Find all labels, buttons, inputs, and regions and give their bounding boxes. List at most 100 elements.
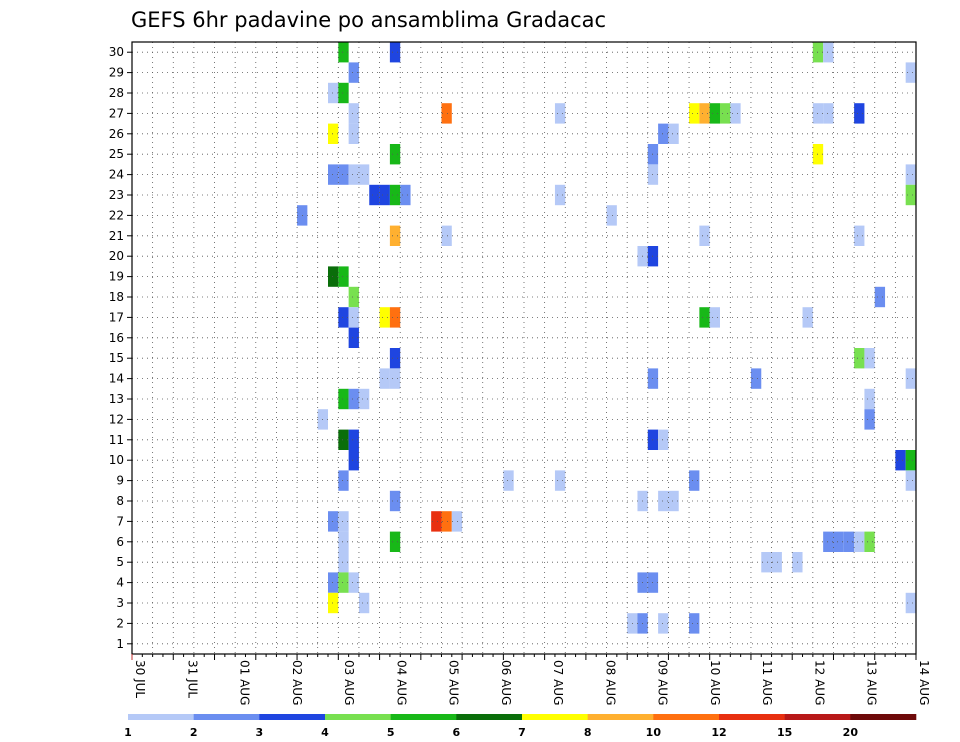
heatmap-cell [389, 307, 401, 328]
heatmap-cell [689, 103, 700, 124]
heatmap-cell [874, 286, 886, 308]
colorbar-segment [390, 714, 457, 720]
x-tick-label: 08 AUG [603, 660, 617, 705]
x-tick-label: 07 AUG [551, 660, 565, 705]
y-tick-label: 22 [109, 208, 124, 222]
colorbar-segment [456, 714, 523, 720]
heatmap-cell [431, 511, 442, 532]
x-axis: 30 JUL 31 JUL 01 AUG 02 AUG 03 AUG 04 AUG 05 A… [131, 654, 931, 705]
heatmap-cell [658, 490, 669, 512]
heatmap-cell [606, 205, 617, 226]
heatmap-cell [658, 429, 669, 450]
x-tick-label: 11 AUG [760, 660, 774, 705]
y-tick-label: 9 [116, 474, 124, 488]
heatmap-cell [905, 592, 916, 614]
heatmap-cell [338, 164, 349, 185]
y-tick-label: 20 [109, 249, 124, 263]
heatmap-cell [389, 490, 401, 512]
heatmap-cell [668, 490, 679, 512]
y-tick-label: 19 [109, 270, 124, 284]
heatmap-cell [389, 225, 401, 246]
heatmap-cell [864, 388, 875, 410]
heatmap-cell [338, 307, 349, 328]
heatmap-cell [328, 82, 339, 104]
heatmap-cell [338, 470, 349, 491]
heatmap-cell [389, 531, 401, 552]
heatmap-cell [864, 531, 875, 552]
colorbar-tick-label: 4 [321, 726, 329, 739]
heatmap-cell [843, 531, 855, 552]
heatmap-cell [400, 184, 411, 206]
y-tick-label: 17 [109, 310, 124, 324]
colorbar-segment [522, 714, 588, 720]
heatmap-cell [699, 225, 710, 246]
heatmap-cell [854, 103, 865, 124]
heatmap-cell [905, 450, 916, 471]
heatmap-cell [895, 450, 906, 471]
y-tick-label: 14 [109, 372, 124, 386]
heatmap-cell [328, 123, 339, 144]
heatmap-cell [554, 103, 566, 124]
heatmap-cell [823, 103, 834, 124]
heatmap-cell [389, 144, 401, 165]
heatmap-cell [441, 225, 452, 246]
heatmap-cell [338, 429, 349, 450]
colorbar-segment [653, 714, 720, 720]
heatmap-cell [699, 103, 710, 124]
colorbar-tick-label: 2 [190, 726, 198, 739]
y-tick-label: 11 [109, 433, 124, 447]
heatmap-cell [554, 470, 566, 491]
colorbar-tick-label: 7 [518, 726, 526, 739]
heatmap-cell [358, 164, 370, 185]
y-tick-label: 30 [109, 45, 124, 59]
heatmap-cell [328, 592, 339, 614]
heatmap-cell [338, 82, 349, 104]
y-tick-label: 6 [116, 535, 124, 549]
heatmap-cell [338, 42, 349, 63]
heatmap-cell [328, 572, 339, 593]
heatmap-cell [905, 184, 916, 206]
colorbar-legend: 1 2 3 4 5 6 7 8 10 12 15 20 [124, 714, 917, 739]
y-tick-label: 1 [116, 637, 124, 651]
colorbar-segment [719, 714, 785, 720]
y-tick-label: 16 [109, 331, 124, 345]
y-tick-label: 4 [116, 576, 124, 590]
colorbar-tick-label: 20 [843, 726, 859, 739]
y-tick-label: 3 [116, 596, 124, 610]
y-tick-label: 26 [109, 127, 124, 141]
heatmap-cell [338, 388, 349, 410]
heatmap-cell [348, 450, 359, 471]
heatmap-cell [905, 368, 916, 389]
heatmap-cell [823, 42, 834, 63]
heatmap-cell [348, 62, 359, 83]
colorbar-segment [128, 714, 194, 720]
heatmap-cell [689, 470, 700, 491]
colorbar-tick-label: 1 [124, 726, 132, 739]
heatmap-cell [441, 103, 452, 124]
heatmap-cell [389, 348, 401, 369]
heatmap-cell [854, 225, 865, 246]
heatmap-cell [348, 164, 359, 185]
x-tick-label: 01 AUG [238, 660, 252, 705]
heatmap-cell [699, 307, 710, 328]
heatmap-cell [823, 531, 834, 552]
x-tick-label: 09 AUG [656, 660, 670, 705]
chart-title: GEFS 6hr padavine po ansamblima Gradacac [131, 8, 606, 32]
heatmap-cell [389, 368, 401, 389]
x-tick-label: 10 AUG [708, 660, 722, 705]
heatmap-cell [348, 388, 359, 410]
y-axis: 1234567891011121314151617181920212223242… [109, 45, 132, 651]
heatmap-cell [905, 470, 916, 491]
heatmap-cell [668, 123, 679, 144]
heatmap-cell [854, 531, 865, 552]
y-tick-label: 13 [109, 392, 124, 406]
heatmap-cell [379, 368, 390, 389]
colorbar-tick-label: 15 [777, 726, 792, 739]
heatmap-cell [730, 103, 741, 124]
heatmap-cell [389, 184, 401, 206]
colorbar-segment [259, 714, 326, 720]
y-tick-label: 25 [109, 147, 124, 161]
colorbar-tick-label: 5 [387, 726, 395, 739]
heatmap-cell [328, 511, 339, 532]
heatmap-cell [905, 62, 916, 83]
